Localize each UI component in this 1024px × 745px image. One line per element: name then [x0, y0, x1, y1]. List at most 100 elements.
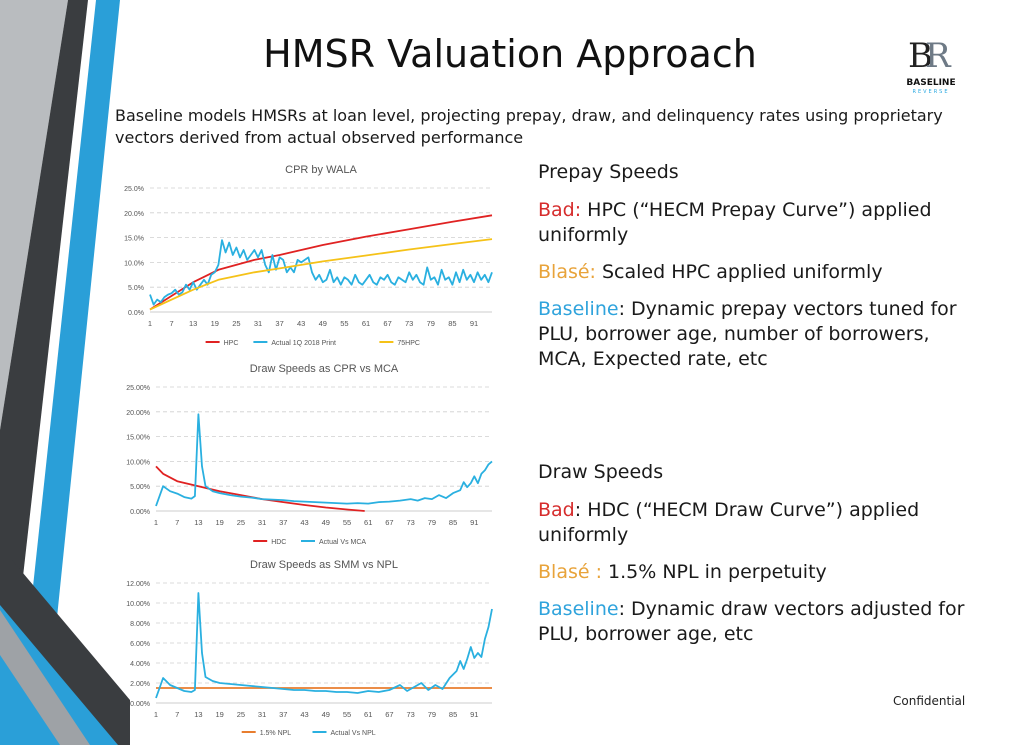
legend-label: Actual 1Q 2018 Print [271, 340, 336, 347]
y-tick-label: 25.00% [126, 385, 150, 392]
prepay-blase: Blasé: Scaled HPC applied uniformly [538, 260, 978, 285]
draw-panel: Draw Speeds Bad: HDC (“HECM Draw Curve”)… [538, 460, 978, 659]
series-line [149, 214, 493, 311]
x-tick-label: 49 [322, 710, 330, 719]
draw-blase-text: 1.5% NPL in perpetuity [602, 561, 827, 583]
x-tick-label: 85 [449, 710, 457, 719]
x-tick-label: 91 [470, 518, 478, 527]
x-tick-label: 37 [279, 518, 287, 527]
intro-text: Baseline models HMSRs at loan level, pro… [115, 106, 943, 147]
x-tick-label: 67 [383, 319, 391, 328]
legend-label: 75HPC [397, 340, 420, 347]
x-tick-label: 1 [154, 518, 158, 527]
x-tick-label: 19 [211, 319, 219, 328]
x-tick-label: 79 [428, 518, 436, 527]
x-tick-label: 13 [194, 710, 202, 719]
y-tick-label: 12.00% [126, 581, 150, 588]
draw-bad-text: : HDC (“HECM Draw Curve”) applied unifor… [538, 499, 920, 546]
x-tick-label: 37 [279, 710, 287, 719]
x-tick-label: 25 [232, 319, 240, 328]
prepay-baseline-text: : Dynamic prepay vectors tuned for PLU, … [538, 298, 957, 370]
confidential-footer: Confidential [893, 694, 966, 708]
y-tick-label: 5.00% [130, 484, 150, 491]
prepay-panel: Prepay Speeds Bad: HPC (“HECM Prepay Cur… [538, 160, 978, 384]
y-tick-label: 10.00% [126, 601, 150, 608]
decor-corner-dark [0, 560, 130, 745]
x-tick-label: 37 [275, 319, 283, 328]
slide-decoration [0, 0, 130, 745]
y-tick-label: 25.0% [124, 186, 144, 193]
x-tick-label: 55 [343, 518, 351, 527]
draw-baseline-label: Baseline [538, 598, 619, 620]
x-tick-label: 7 [175, 518, 179, 527]
x-tick-label: 43 [300, 518, 308, 527]
x-tick-label: 49 [322, 518, 330, 527]
y-tick-label: 15.00% [126, 435, 150, 442]
y-tick-label: 4.00% [130, 661, 150, 668]
x-tick-label: 91 [470, 319, 478, 328]
x-tick-label: 85 [449, 518, 457, 527]
x-tick-label: 67 [385, 710, 393, 719]
x-tick-label: 25 [237, 710, 245, 719]
x-tick-label: 31 [258, 518, 266, 527]
prepay-baseline: Baseline: Dynamic prepay vectors tuned f… [538, 297, 978, 372]
x-tick-label: 31 [258, 710, 266, 719]
legend-label: HPC [224, 340, 239, 347]
x-tick-label: 1 [154, 710, 158, 719]
x-tick-label: 61 [362, 319, 370, 328]
x-tick-label: 25 [237, 518, 245, 527]
prepay-bad: Bad: HPC (“HECM Prepay Curve”) applied u… [538, 198, 978, 248]
prepay-blase-label: Blasé: [538, 261, 596, 283]
x-tick-label: 73 [406, 710, 414, 719]
draw-baseline-text: : Dynamic draw vectors adjusted for PLU,… [538, 598, 965, 645]
x-tick-label: 73 [406, 518, 414, 527]
chart-title: Draw Speeds as SMM vs NPL [250, 559, 398, 571]
series-line [155, 592, 493, 699]
chart-draw-smm-vs-npl-svg: Draw Speeds as SMM vs NPL 0.00% 2.00% 4.00%… [126, 559, 493, 737]
y-tick-label: 5.0% [128, 285, 144, 292]
draw-blase: Blasé : 1.5% NPL in perpetuity [538, 560, 978, 585]
draw-baseline: Baseline: Dynamic draw vectors adjusted … [538, 597, 978, 647]
chart-title: Draw Speeds as CPR vs MCA [250, 363, 399, 375]
series-line [149, 238, 493, 311]
chart-title: CPR by WALA [285, 164, 357, 176]
x-tick-label: 79 [427, 319, 435, 328]
x-tick-label: 43 [297, 319, 305, 328]
x-tick-label: 31 [254, 319, 262, 328]
x-tick-label: 91 [470, 710, 478, 719]
legend-label: Actual Vs NPL [331, 730, 376, 737]
logo-subtitle: REVERSE [912, 89, 950, 95]
chart-cpr-by-wala-svg: CPR by WALA 0.0% 5.0% 10.0% 15.0% 20.0% 25.0% 1… [124, 164, 493, 347]
series-line [149, 239, 493, 306]
prepay-bad-text: HPC (“HECM Prepay Curve”) applied unifor… [538, 199, 932, 246]
x-tick-label: 55 [340, 319, 348, 328]
logo-name: BASELINE [906, 78, 956, 88]
chart-draw-smm-vs-npl: Draw Speeds as SMM vs NPL 0.00% 2.00% 4.00%… [112, 554, 524, 745]
x-tick-label: 1 [148, 319, 152, 328]
draw-blase-label: Blasé : [538, 561, 602, 583]
prepay-bad-label: Bad: [538, 199, 582, 221]
series-line [155, 465, 365, 512]
decor-stripe-blue [16, 0, 120, 745]
y-tick-label: 2.00% [130, 681, 150, 688]
y-tick-label: 6.00% [130, 641, 150, 648]
x-tick-label: 85 [448, 319, 456, 328]
x-tick-label: 13 [194, 518, 202, 527]
y-tick-label: 20.00% [126, 410, 150, 417]
x-tick-label: 73 [405, 319, 413, 328]
y-tick-label: 20.0% [124, 211, 144, 218]
legend-label: 1.5% NPL [260, 730, 292, 737]
x-tick-label: 19 [215, 710, 223, 719]
y-tick-label: 10.0% [124, 260, 144, 267]
y-tick-label: 0.00% [130, 701, 150, 708]
chart-cpr-by-wala: CPR by WALA 0.0% 5.0% 10.0% 15.0% 20.0% 25.0% 1… [112, 156, 524, 356]
draw-heading: Draw Speeds [538, 461, 664, 483]
decor-corner-gray [0, 610, 90, 745]
prepay-blase-text: Scaled HPC applied uniformly [595, 261, 883, 283]
x-tick-label: 43 [300, 710, 308, 719]
y-tick-label: 8.00% [130, 621, 150, 628]
x-tick-label: 13 [189, 319, 197, 328]
y-tick-label: 0.00% [130, 509, 150, 516]
x-tick-label: 49 [319, 319, 327, 328]
series-line [155, 413, 493, 507]
